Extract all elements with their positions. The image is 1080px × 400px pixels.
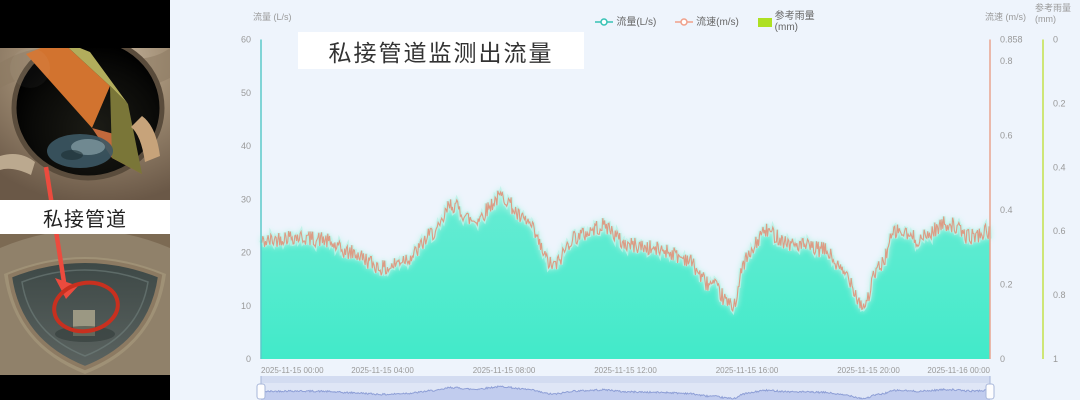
svg-text:2025-11-15 16:00: 2025-11-15 16:00 (716, 366, 779, 375)
svg-text:0.4: 0.4 (1053, 162, 1066, 172)
svg-text:0: 0 (246, 354, 251, 364)
svg-text:0: 0 (1053, 35, 1058, 45)
svg-text:50: 50 (241, 88, 251, 98)
svg-text:2025-11-15 00:00: 2025-11-15 00:00 (261, 366, 324, 375)
svg-text:0.6: 0.6 (1053, 226, 1066, 236)
svg-text:2025-11-15 12:00: 2025-11-15 12:00 (594, 366, 657, 375)
svg-text:2025-11-15 04:00: 2025-11-15 04:00 (351, 366, 414, 375)
svg-text:2025-11-15 20:00: 2025-11-15 20:00 (837, 366, 900, 375)
svg-text:0.858: 0.858 (1000, 35, 1023, 45)
svg-text:0.6: 0.6 (1000, 131, 1013, 141)
svg-text:60: 60 (241, 35, 251, 45)
svg-text:1: 1 (1053, 354, 1058, 364)
svg-text:40: 40 (241, 141, 251, 151)
svg-text:0: 0 (1000, 354, 1005, 364)
svg-text:0.8: 0.8 (1053, 290, 1066, 300)
svg-text:30: 30 (241, 194, 251, 204)
svg-text:0.2: 0.2 (1000, 280, 1013, 290)
svg-text:20: 20 (241, 248, 251, 258)
svg-text:10: 10 (241, 301, 251, 311)
svg-text:0.2: 0.2 (1053, 98, 1066, 108)
svg-text:2025-11-15 08:00: 2025-11-15 08:00 (473, 366, 536, 375)
svg-text:0.8: 0.8 (1000, 56, 1013, 66)
svg-text:0.4: 0.4 (1000, 205, 1013, 215)
svg-text:2025-11-16 00:00: 2025-11-16 00:00 (927, 366, 990, 375)
